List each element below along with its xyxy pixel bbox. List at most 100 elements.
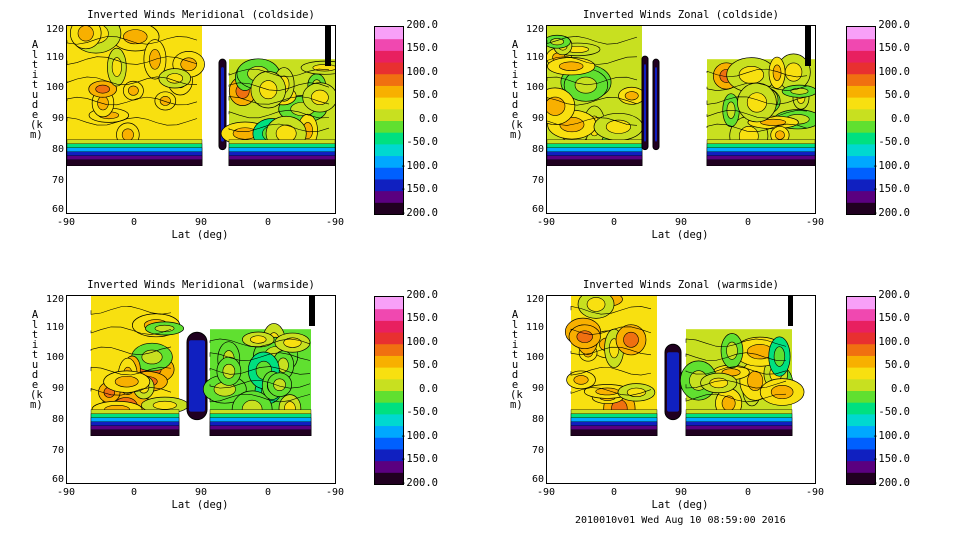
contour-blob bbox=[250, 335, 267, 344]
contour-line bbox=[67, 96, 198, 106]
contour-line bbox=[67, 56, 198, 65]
colorbar-swatch bbox=[847, 390, 875, 403]
contour-sliver-inner bbox=[189, 340, 205, 412]
colorbar-swatch bbox=[847, 332, 875, 345]
colorbar-swatch bbox=[847, 355, 875, 368]
colorbar-swatch bbox=[847, 120, 875, 133]
x-tick-label: -90 bbox=[325, 487, 345, 498]
contour-blob bbox=[121, 128, 134, 142]
contour-blob bbox=[97, 95, 109, 111]
y-axis-label: Altitude (km) bbox=[510, 39, 523, 141]
colorbar-tick: 200.0 bbox=[878, 19, 910, 31]
colorbar-tick: -200.0 bbox=[872, 477, 910, 489]
contour-blob bbox=[166, 73, 184, 84]
x-tick-label: 0 bbox=[744, 217, 752, 228]
colorbar-tick: -100.0 bbox=[872, 160, 910, 172]
colorbar-swatch bbox=[375, 343, 403, 356]
contour-blob bbox=[573, 375, 589, 385]
timestamp-footer: 2010010v01 Wed Aug 10 08:59:00 2016 bbox=[575, 515, 786, 526]
y-tick-label: 90 bbox=[531, 383, 544, 394]
contour-line bbox=[228, 68, 330, 78]
contour-blob bbox=[550, 38, 565, 46]
panel-zonal-warmside: Inverted Winds Zonal (warmside) Altitude… bbox=[480, 270, 960, 540]
colorbar-tick: 0.0 bbox=[419, 383, 438, 395]
y-tick-label: 90 bbox=[51, 383, 64, 394]
contour-field bbox=[90, 296, 315, 436]
contour-blob bbox=[709, 377, 729, 389]
contour-blob bbox=[790, 87, 809, 95]
contour-blob bbox=[721, 395, 736, 412]
colorbar-swatch bbox=[375, 178, 403, 192]
contour-blob bbox=[574, 76, 598, 94]
colorbar-tick: 50.0 bbox=[884, 359, 910, 371]
y-tick-label: 60 bbox=[531, 474, 544, 485]
y-tick-label: 110 bbox=[45, 322, 64, 333]
colorbar-swatch bbox=[375, 108, 403, 121]
contour-blob bbox=[152, 400, 177, 410]
x-tick-label: -90 bbox=[56, 487, 76, 498]
colorbar-swatch bbox=[375, 120, 403, 133]
colorbar-tick: -50.0 bbox=[406, 136, 438, 148]
colorbar-tick: -150.0 bbox=[872, 183, 910, 195]
contour-blob bbox=[605, 119, 631, 134]
contour-line bbox=[209, 352, 311, 361]
contour-blob bbox=[180, 57, 197, 72]
colorbar-swatch bbox=[847, 472, 875, 484]
colorbar-swatch bbox=[375, 460, 403, 473]
y-tick-label: 70 bbox=[51, 445, 64, 456]
contour-sliver-inner bbox=[221, 67, 224, 142]
contour-line bbox=[67, 117, 198, 126]
contour-line bbox=[706, 110, 808, 119]
contour-blob bbox=[760, 118, 787, 126]
colorbar-swatch bbox=[847, 367, 875, 380]
y-tick-label: 110 bbox=[525, 52, 544, 63]
colorbar-swatch bbox=[375, 143, 403, 157]
chart-title: Inverted Winds Meridional (warmside) bbox=[87, 279, 315, 291]
contour-line bbox=[706, 82, 808, 91]
colorbar-gradient bbox=[375, 27, 403, 214]
y-tick-label: 80 bbox=[531, 144, 544, 155]
y-axis-label: Altitude (km) bbox=[510, 309, 523, 411]
panel-meridional-coldside: Inverted Winds Meridional (coldside) Alt… bbox=[0, 0, 480, 270]
colorbar-swatch bbox=[847, 178, 875, 192]
colorbar-swatch bbox=[375, 155, 403, 168]
x-tick-label: 90 bbox=[194, 217, 208, 228]
y-tick-label: 120 bbox=[525, 294, 544, 305]
contour-line bbox=[570, 367, 652, 376]
colorbar-swatch bbox=[375, 27, 403, 40]
y-tick-label: 80 bbox=[51, 414, 64, 425]
contour-line bbox=[685, 393, 787, 403]
colorbar-swatch bbox=[847, 62, 875, 75]
colorbar-swatch bbox=[847, 155, 875, 168]
colorbar-swatch bbox=[375, 50, 403, 63]
y-tick-label: 110 bbox=[45, 52, 64, 63]
contour-blob bbox=[159, 96, 171, 106]
colorbar-swatch bbox=[847, 27, 875, 40]
colorbar-tick: 150.0 bbox=[406, 312, 438, 324]
x-tick-label: 0 bbox=[610, 487, 618, 498]
contour-band bbox=[706, 159, 815, 166]
contour-plot bbox=[66, 25, 336, 214]
y-tick-label: 100 bbox=[525, 352, 544, 363]
x-tick-label: -90 bbox=[805, 487, 825, 498]
colorbar-swatch bbox=[847, 343, 875, 356]
colorbar-swatch bbox=[847, 85, 875, 98]
contour-line bbox=[209, 338, 311, 347]
colorbar-swatch bbox=[375, 190, 403, 203]
y-tick-label: 70 bbox=[531, 445, 544, 456]
edge-spike bbox=[325, 26, 331, 66]
colorbar-swatch bbox=[847, 413, 875, 427]
contour-blob bbox=[775, 130, 785, 140]
x-tick-label: 0 bbox=[264, 217, 272, 228]
panel-meridional-warmside: Inverted Winds Meridional (warmside) Alt… bbox=[0, 270, 480, 540]
colorbar-swatch bbox=[375, 38, 403, 51]
y-tick-label: 100 bbox=[45, 82, 64, 93]
colorbar-swatch bbox=[375, 62, 403, 75]
colorbar bbox=[374, 26, 404, 215]
x-tick-label: 90 bbox=[674, 217, 688, 228]
contour-line bbox=[547, 97, 638, 106]
x-tick-label: 90 bbox=[674, 487, 688, 498]
contour-blob bbox=[770, 385, 794, 400]
contour-line bbox=[547, 76, 638, 86]
colorbar-swatch bbox=[375, 97, 403, 110]
